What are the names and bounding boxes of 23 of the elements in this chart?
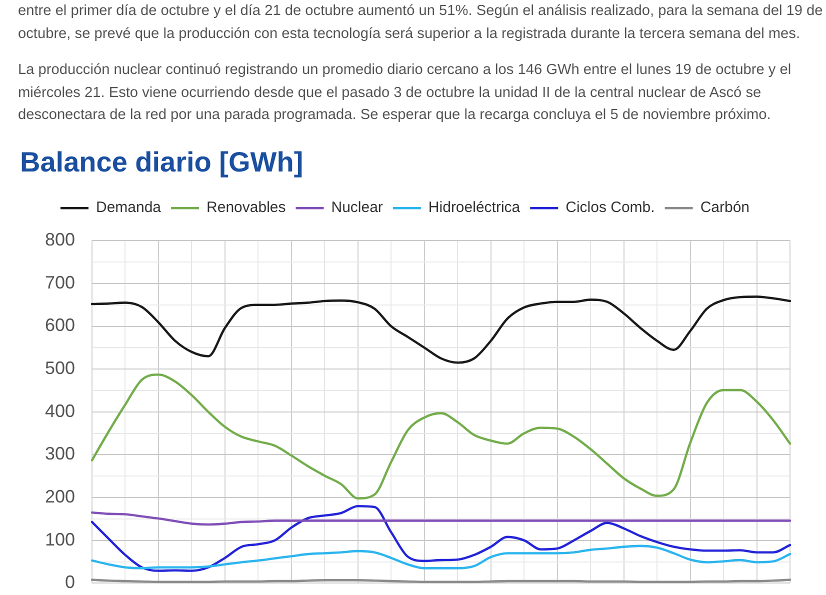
y-tick-label: 800 [44,230,75,250]
legend-label: Carbón [700,199,750,216]
line-series [90,544,792,570]
chart-title: Balance diario [GWh] [20,146,304,178]
y-tick-label: 200 [44,486,75,507]
line-series [90,373,792,500]
line-series [90,511,792,526]
line-series [90,296,792,364]
legend-label: Hidroeléctrica [428,199,521,216]
y-tick-label: 0 [64,572,75,592]
text: entre el primer día de octubre y el día 21 de octubre aumentó un 51%. Según el análisis realizado, para la semana del 19 de octubre, se prevé que la producción con esta tecnología será superior a la registrada durante la tercera semana del mes. [18,2,824,44]
line-series [90,504,792,572]
legend-label: Demanda [96,199,162,216]
y-tick-label: 700 [44,272,75,292]
text: La producción nuclear continuó registrando un promedio diario cercano a los 146 GWh entre el lunes 19 de octubre y el miércoles 21. Esto viene ocurriendo desde que el pasado 3 de octubre la unidad II de la central nuclear de Ascó se desconectara de la red por una parada programada. Se esperar que la recarga concluya el 5 de noviembre próximo. [18,61,792,125]
legend-label: Renovables [206,199,286,216]
y-tick-label: 100 [44,529,75,550]
legend-label: Ciclos Comb. [566,199,655,216]
legend-label: Nuclear [331,199,383,216]
y-tick-label: 400 [44,400,75,421]
y-tick-label: 300 [44,444,75,464]
y-tick-label: 600 [44,315,75,336]
y-tick-label: 500 [44,358,75,378]
